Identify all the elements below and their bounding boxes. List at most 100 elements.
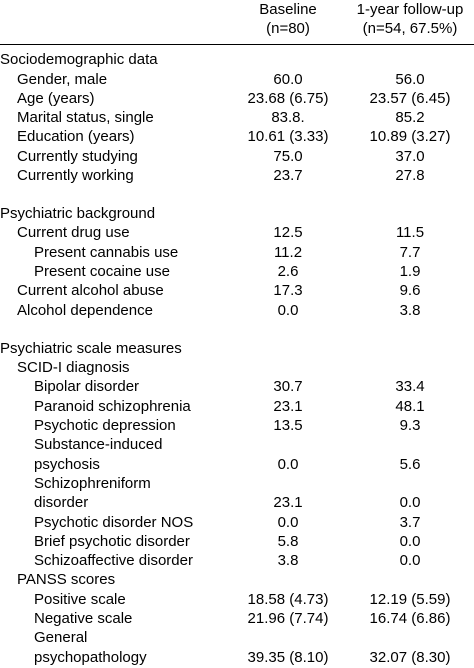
- followup-value: 56.0: [395, 71, 425, 88]
- table-row: Psychiatric background: [0, 204, 474, 224]
- table-row: Current drug use 12.5 11.5: [0, 223, 474, 243]
- baseline-value: 30.7: [273, 378, 303, 395]
- followup-value: 85.2: [395, 109, 425, 126]
- row-label: psychosis: [34, 456, 100, 473]
- row-label: Current drug use: [17, 224, 130, 241]
- followup-value: 0.0: [399, 533, 421, 550]
- table-row: Substance-induced: [0, 435, 474, 455]
- table-row: SCID-I diagnosis: [0, 358, 474, 378]
- row-label: SCID-I diagnosis: [17, 359, 130, 376]
- followup-value: 11.5: [395, 224, 425, 241]
- followup-value: 16.74 (6.86): [369, 610, 451, 627]
- baseline-value: 0.0: [277, 302, 299, 319]
- baseline-header-line1: Baseline: [259, 1, 317, 18]
- baseline-value: 21.96 (7.74): [247, 610, 329, 627]
- baseline-value: 13.5: [273, 417, 303, 434]
- row-label: Current alcohol abuse: [17, 282, 164, 299]
- baseline-value: 0.0: [277, 514, 299, 531]
- row-label: Substance-induced: [34, 436, 163, 453]
- baseline-value: 60.0: [273, 71, 303, 88]
- baseline-value: 17.3: [273, 282, 303, 299]
- followup-value: 3.8: [399, 302, 421, 319]
- row-label: disorder: [34, 494, 89, 511]
- table-row: Psychotic depression 13.5 9.3: [0, 416, 474, 436]
- row-label: Positive scale: [34, 591, 126, 608]
- baseline-value: 18.58 (4.73): [247, 591, 329, 608]
- table-row: Present cocaine use 2.6 1.9: [0, 262, 474, 282]
- table-row: PANSS scores: [0, 570, 474, 590]
- baseline-value: 39.35 (8.10): [247, 649, 329, 666]
- row-label: Psychiatric scale measures: [0, 340, 182, 357]
- followup-value: 1.9: [399, 263, 421, 280]
- row-label: Present cocaine use: [34, 263, 170, 280]
- row-label: Brief psychotic disorder: [34, 533, 190, 550]
- baseline-value: 10.61 (3.33): [247, 128, 329, 145]
- followup-value: 0.0: [399, 494, 421, 511]
- followup-value: 5.6: [399, 456, 421, 473]
- row-label: Age (years): [17, 90, 95, 107]
- baseline-header-line2: (n=80): [266, 20, 310, 37]
- row-label: Present cannabis use: [34, 244, 179, 261]
- table-row: psychopathology 39.35 (8.10) 32.07 (8.30): [0, 648, 474, 668]
- table-row: Negative scale 21.96 (7.74) 16.74 (6.86): [0, 609, 474, 629]
- table-row: Marital status, single 83.8. 85.2: [0, 108, 474, 128]
- table-row: General: [0, 628, 474, 648]
- row-label: Paranoid schizophrenia: [34, 398, 191, 415]
- row-label: Psychotic disorder NOS: [34, 514, 194, 531]
- baseline-value: 0.0: [277, 456, 299, 473]
- table-row: Education (years) 10.61 (3.33) 10.89 (3.27…: [0, 127, 474, 147]
- baseline-value: 23.1: [273, 494, 303, 511]
- baseline-value: 83.8.: [271, 109, 305, 126]
- table-header: Baseline (n=80) 1-year follow-up (n=54, …: [0, 0, 474, 44]
- baseline-value: 3.8: [277, 552, 299, 569]
- followup-value: 12.19 (5.59): [369, 591, 451, 608]
- row-label: Currently studying: [17, 148, 138, 165]
- baseline-value: 23.68 (6.75): [247, 90, 329, 107]
- followup-value: 48.1: [395, 398, 425, 415]
- followup-value: 33.4: [395, 378, 425, 395]
- row-label: Psychotic depression: [34, 417, 176, 434]
- baseline-value: 23.7: [273, 167, 303, 184]
- header-rule: [0, 44, 474, 45]
- followup-value: 3.7: [399, 514, 421, 531]
- followup-value: 9.6: [399, 282, 421, 299]
- table-row: psychosis 0.0 5.6: [0, 455, 474, 475]
- baseline-value: 11.2: [273, 244, 303, 261]
- row-label: Schizoaffective disorder: [34, 552, 193, 569]
- row-label: Alcohol dependence: [17, 302, 153, 319]
- table-row: Brief psychotic disorder 5.8 0.0: [0, 532, 474, 552]
- followup-column-header: 1-year follow-up (n=54, 67.5%): [344, 0, 474, 38]
- baseline-value: 75.0: [273, 148, 303, 165]
- row-label: psychopathology: [34, 649, 147, 666]
- table-row: Currently studying 75.0 37.0: [0, 147, 474, 167]
- followup-value: 27.8: [395, 167, 425, 184]
- followup-value: 0.0: [399, 552, 421, 569]
- row-label: Negative scale: [34, 610, 133, 627]
- table-row: Gender, male 60.0 56.0: [0, 70, 474, 90]
- table-row: Currently working 23.7 27.8: [0, 166, 474, 186]
- row-label: Sociodemographic data: [0, 51, 158, 68]
- baseline-column-header: Baseline (n=80): [238, 0, 338, 38]
- table-row: Age (years) 23.68 (6.75) 23.57 (6.45): [0, 89, 474, 109]
- table-row: Bipolar disorder 30.7 33.4: [0, 377, 474, 397]
- table-row: Schizophreniform: [0, 474, 474, 494]
- table-row: Sociodemographic data: [0, 50, 474, 70]
- table-row: disorder 23.1 0.0: [0, 493, 474, 513]
- table-row: Schizoaffective disorder 3.8 0.0: [0, 551, 474, 571]
- followup-value: 9.3: [399, 417, 421, 434]
- followup-header-line1: 1-year follow-up: [356, 1, 464, 18]
- followup-value: 23.57 (6.45): [369, 90, 451, 107]
- row-label: Education (years): [17, 128, 135, 145]
- row-label: PANSS scores: [17, 571, 116, 588]
- table-row: Current alcohol abuse 17.3 9.6: [0, 281, 474, 301]
- followup-value: 10.89 (3.27): [369, 128, 451, 145]
- row-label: Marital status, single: [17, 109, 154, 126]
- followup-value: 7.7: [399, 244, 421, 261]
- table-row: Psychiatric scale measures: [0, 339, 474, 359]
- row-label: Schizophreniform: [34, 475, 151, 492]
- followup-header-line2: (n=54, 67.5%): [362, 20, 458, 37]
- table-row: Alcohol dependence 0.0 3.8: [0, 301, 474, 321]
- baseline-value: 5.8: [277, 533, 299, 550]
- row-label: Psychiatric background: [0, 205, 156, 222]
- baseline-value: 23.1: [273, 398, 303, 415]
